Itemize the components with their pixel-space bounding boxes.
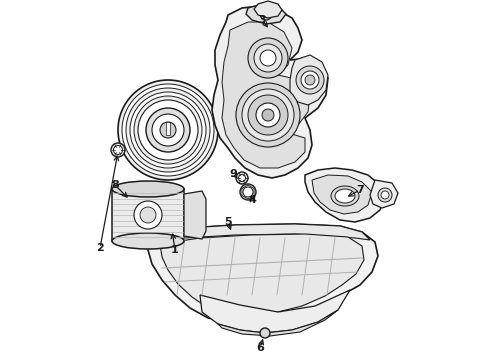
Circle shape [260,328,270,338]
Polygon shape [254,1,282,18]
Circle shape [296,66,324,94]
Circle shape [248,95,288,135]
Circle shape [138,100,198,160]
Ellipse shape [112,233,184,249]
Circle shape [118,80,218,180]
Circle shape [130,92,206,168]
Circle shape [256,103,280,127]
Circle shape [160,122,176,138]
Circle shape [263,10,270,18]
Polygon shape [200,290,350,333]
Circle shape [111,143,125,157]
Polygon shape [312,175,372,214]
Circle shape [254,44,282,72]
Text: 1: 1 [171,245,179,255]
Circle shape [243,187,253,197]
Circle shape [305,75,315,85]
Text: 2: 2 [96,243,104,253]
Circle shape [152,114,184,146]
Polygon shape [218,310,338,336]
Polygon shape [184,191,206,239]
Polygon shape [112,189,184,241]
Polygon shape [305,168,385,222]
Circle shape [114,145,122,154]
Circle shape [260,8,272,20]
Circle shape [301,71,319,89]
Polygon shape [148,224,378,323]
Text: 8: 8 [111,180,119,190]
Polygon shape [290,55,328,105]
Polygon shape [222,22,310,168]
Circle shape [378,188,392,202]
Text: 4: 4 [248,195,256,205]
Circle shape [260,50,276,66]
Circle shape [236,83,300,147]
Ellipse shape [335,189,355,203]
Circle shape [381,191,389,199]
Polygon shape [212,6,328,178]
Circle shape [134,96,202,164]
Circle shape [126,88,210,172]
Circle shape [134,201,162,229]
Text: 7: 7 [356,185,364,195]
Polygon shape [166,122,170,135]
Polygon shape [148,224,370,242]
Polygon shape [160,234,364,314]
Circle shape [248,38,288,78]
Circle shape [236,172,248,184]
Ellipse shape [112,181,184,197]
Polygon shape [246,4,286,24]
Circle shape [240,184,256,200]
Text: 5: 5 [224,217,232,227]
Polygon shape [370,180,398,208]
Text: 3: 3 [258,15,266,25]
Ellipse shape [331,186,359,206]
Circle shape [242,89,294,141]
Text: 6: 6 [256,343,264,353]
Circle shape [146,108,190,152]
Text: 9: 9 [229,169,237,179]
Circle shape [122,84,214,176]
Circle shape [239,175,245,181]
Circle shape [262,109,274,121]
Circle shape [140,207,156,223]
